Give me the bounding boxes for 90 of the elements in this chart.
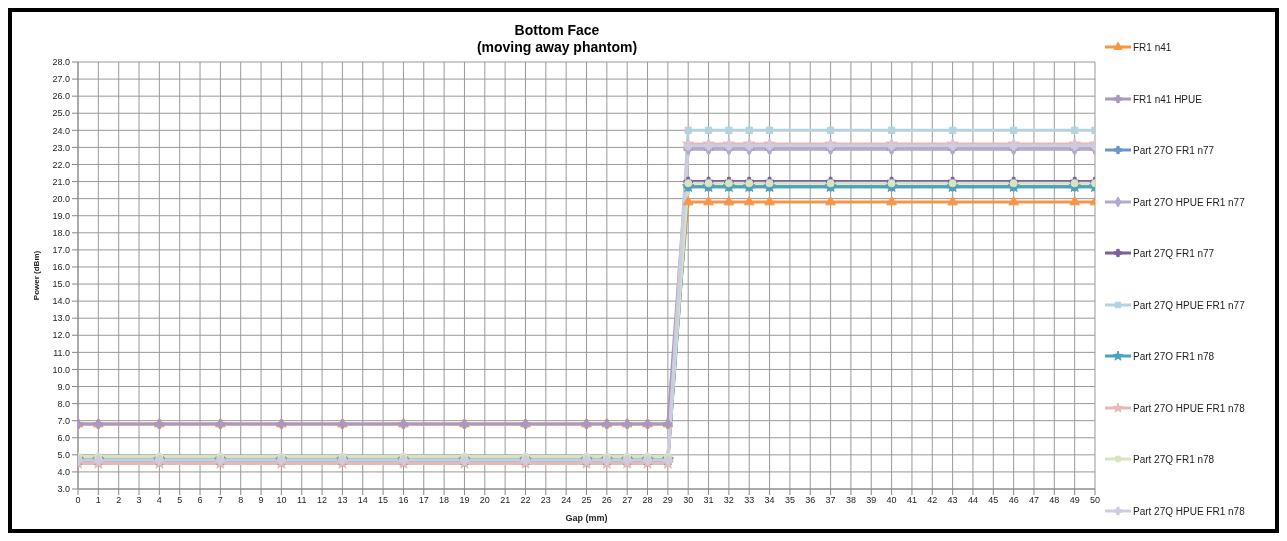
- x-tick-label: 48: [1049, 495, 1060, 506]
- x-tick-label: 5: [177, 495, 183, 506]
- x-tick-label: 2: [116, 495, 122, 506]
- y-tick-label: 22.0: [52, 159, 70, 170]
- y-tick-label: 3.0: [57, 484, 70, 495]
- x-tick-label: 15: [378, 495, 389, 506]
- legend-label: Part 27O HPUE FR1 n77: [1133, 196, 1245, 208]
- y-tick-label: 19.0: [52, 210, 70, 221]
- x-tick-label: 6: [197, 495, 203, 506]
- chart-title: Bottom Face (moving away phantom): [475, 22, 639, 56]
- y-tick-label: 12.0: [52, 330, 70, 341]
- x-axis-title: Gap (mm): [565, 513, 608, 523]
- x-tick-label: 42: [927, 495, 938, 506]
- y-tick-label: 21.0: [52, 176, 70, 187]
- y-tick-label: 15.0: [52, 279, 70, 290]
- y-tick-label: 26.0: [52, 91, 70, 102]
- y-tick-label: 18.0: [52, 228, 70, 238]
- x-tick-label: 40: [886, 495, 897, 506]
- legend-label: Part 27O FR1 n77: [1133, 145, 1215, 156]
- x-tick-label: 18: [439, 495, 450, 506]
- x-tick-label: 28: [642, 495, 653, 506]
- y-tick-label: 27.0: [52, 74, 70, 85]
- x-tick-label: 33: [744, 495, 755, 506]
- x-tick-label: 12: [317, 495, 328, 506]
- legend-label: FR1 n41 HPUE: [1133, 93, 1202, 105]
- y-axis-title: Power (dBm): [31, 250, 41, 301]
- x-tick-label: 0: [75, 495, 81, 506]
- x-tick-label: 26: [601, 495, 612, 506]
- x-tick-label: 44: [967, 495, 978, 506]
- y-tick-label: 8.0: [57, 398, 70, 409]
- x-tick-label: 41: [906, 495, 917, 506]
- x-tick-label: 29: [662, 495, 673, 506]
- x-tick-label: 37: [825, 495, 836, 506]
- x-tick-label: 4: [156, 495, 162, 506]
- x-tick-label: 7: [217, 495, 223, 506]
- x-tick-label: 24: [561, 495, 572, 506]
- legend-label: Part 27Q FR1 n78: [1133, 454, 1215, 465]
- x-tick-label: 31: [703, 495, 714, 506]
- x-tick-label: 16: [398, 495, 409, 506]
- legend-label: Part 27Q HPUE FR1 n77: [1133, 299, 1245, 311]
- x-tick-label: 30: [683, 495, 694, 506]
- legend-label: Part 27O FR1 n78: [1133, 351, 1215, 362]
- y-tick-label: 10.0: [52, 364, 70, 375]
- y-tick-label: 5.0: [57, 450, 70, 461]
- legend-label: Part 27Q HPUE FR1 n78: [1133, 505, 1245, 517]
- x-tick-label: 49: [1069, 495, 1080, 506]
- legend-label: FR1 n41: [1133, 42, 1172, 53]
- y-tick-label: 7.0: [57, 415, 70, 426]
- x-tick-label: 8: [238, 495, 244, 506]
- y-tick-label: 14.0: [52, 296, 70, 307]
- x-tick-label: 46: [1008, 495, 1019, 506]
- x-tick-label: 50: [1089, 495, 1101, 506]
- x-tick-label: 21: [500, 495, 511, 506]
- y-tick-label: 20.0: [52, 193, 70, 204]
- y-tick-label: 28.0: [52, 57, 70, 68]
- x-tick-label: 19: [459, 495, 470, 506]
- y-tick-label: 4.0: [57, 467, 70, 478]
- x-tick-label: 1: [95, 495, 101, 506]
- x-tick-label: 38: [845, 495, 856, 506]
- x-tick-label: 43: [947, 495, 958, 506]
- legend-label: Part 27Q FR1 n77: [1133, 248, 1215, 259]
- x-tick-label: 36: [805, 495, 816, 506]
- x-tick-label: 9: [258, 495, 264, 506]
- legend-label: Part 27O HPUE FR1 n78: [1133, 402, 1245, 414]
- x-tick-label: 45: [988, 495, 999, 506]
- x-tick-label: 32: [723, 495, 734, 506]
- x-tick-label: 25: [581, 495, 592, 506]
- y-tick-label: 9.0: [57, 381, 70, 392]
- x-tick-label: 11: [297, 495, 307, 506]
- x-tick-label: 14: [357, 495, 368, 506]
- x-tick-label: 13: [337, 495, 348, 506]
- x-tick-label: 22: [520, 495, 531, 506]
- x-tick-label: 23: [540, 495, 551, 506]
- y-tick-label: 23.0: [52, 142, 70, 153]
- y-tick-label: 17.0: [52, 245, 70, 256]
- x-tick-label: 39: [866, 495, 877, 506]
- x-tick-label: 10: [276, 495, 287, 506]
- x-tick-label: 27: [622, 495, 633, 506]
- x-tick-label: 20: [479, 495, 490, 506]
- x-tick-label: 17: [418, 495, 429, 506]
- y-tick-label: 25.0: [52, 108, 70, 119]
- y-tick-label: 16.0: [52, 262, 70, 273]
- y-tick-label: 6.0: [57, 432, 70, 443]
- x-tick-label: 3: [136, 495, 142, 506]
- y-tick-label: 13.0: [52, 313, 70, 324]
- y-tick-label: 24.0: [52, 125, 70, 136]
- x-tick-label: 47: [1028, 495, 1039, 506]
- x-tick-label: 35: [784, 495, 795, 506]
- x-tick-label: 34: [764, 495, 775, 506]
- y-tick-label: 11.0: [53, 347, 70, 358]
